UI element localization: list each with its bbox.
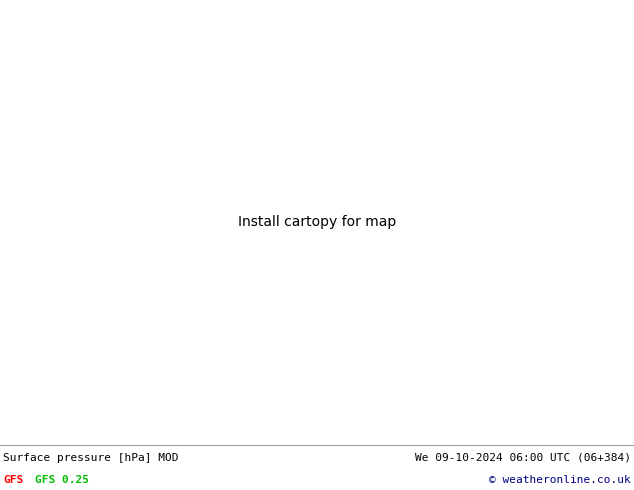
Text: We 09-10-2024 06:00 UTC (06+384): We 09-10-2024 06:00 UTC (06+384)	[415, 453, 631, 463]
Text: Install cartopy for map: Install cartopy for map	[238, 216, 396, 229]
Text: © weatheronline.co.uk: © weatheronline.co.uk	[489, 475, 631, 485]
Text: Surface pressure [hPa] MOD: Surface pressure [hPa] MOD	[3, 453, 179, 463]
Text: GFS: GFS	[3, 475, 23, 485]
Text: GFS 0.25: GFS 0.25	[35, 475, 89, 485]
